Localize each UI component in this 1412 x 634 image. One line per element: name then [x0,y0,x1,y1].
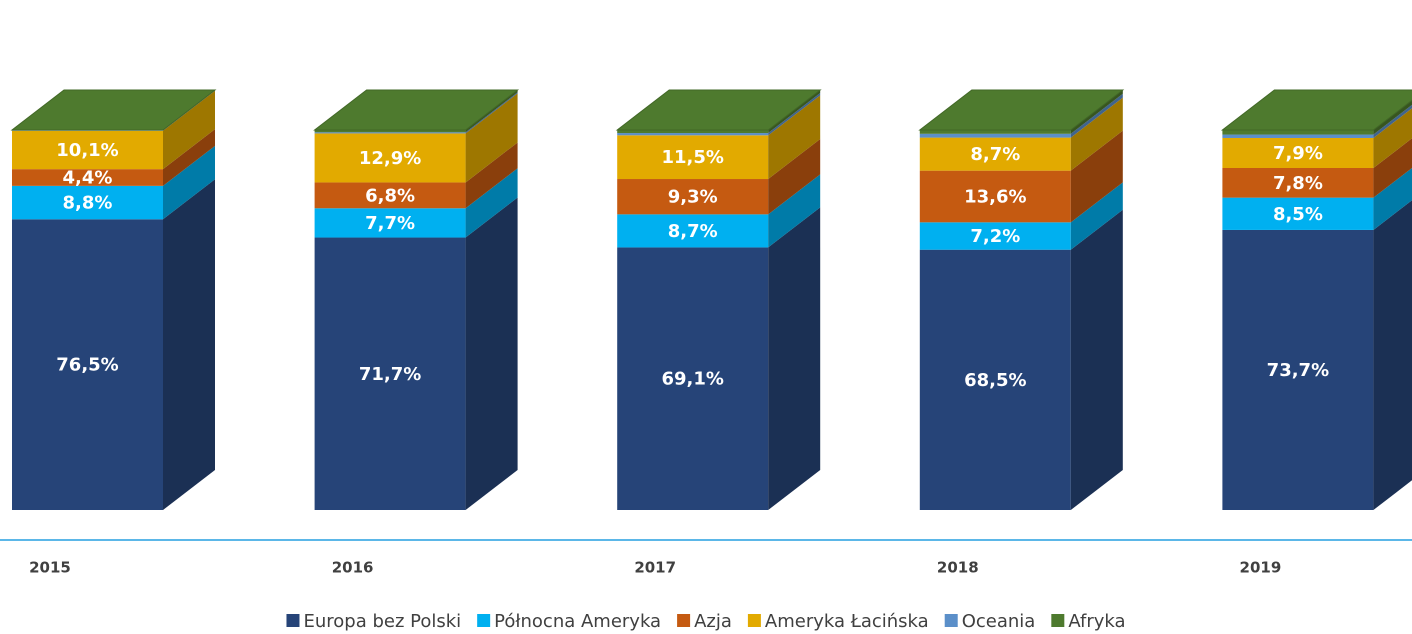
bar-side [768,93,821,136]
bar-side [1373,200,1412,510]
value-label: 73,7% [1267,360,1329,381]
bar-segment [919,170,1071,223]
bar-segment [314,182,466,209]
legend-swatch [677,614,691,627]
bar-side [465,168,518,238]
value-label: 9,3% [668,187,718,208]
value-label: 12,9% [359,148,421,169]
value-label: 11,5% [661,147,723,168]
x-tick-label: 2017 [634,559,676,577]
value-label: 7,9% [1273,143,1323,164]
legend-swatch [477,614,491,627]
bar-side [1373,104,1412,138]
bar-side [163,145,215,220]
bar-segment [1222,130,1374,135]
bar-segment [314,237,466,511]
legend-label: Azja [694,611,732,632]
value-label: 7,7% [365,213,415,234]
bar-side [163,179,215,511]
legend-swatch [944,614,958,627]
value-label: 8,8% [63,193,113,214]
legend-label: Oceania [962,611,1036,632]
bar-segment [12,130,163,170]
bar-side [768,90,821,134]
bar-top [313,89,520,131]
bar-segment [919,133,1071,138]
bar-side [465,142,518,209]
bar-side [1373,167,1412,230]
bar-top [10,89,217,131]
bar-side [465,197,518,511]
bar-segment [1222,229,1374,510]
bar-side [768,139,821,215]
bar-side [1070,182,1123,250]
x-tick-label: 2018 [937,559,979,577]
bar-side [163,90,215,170]
bar-segment [617,133,769,136]
bar-segment [919,130,1071,134]
bar-segment [1222,168,1374,198]
value-label: 8,5% [1273,204,1323,225]
bar-segment [12,219,163,511]
bar-side [465,92,518,134]
legend-label: Afryka [1068,611,1125,632]
bar-top [615,89,822,131]
bar-segment [617,247,769,511]
bar-side [1373,138,1412,198]
bar-segment [12,169,163,186]
bar-segment [1222,197,1374,230]
bar-segment [314,208,466,238]
legend-label: Północna Ameryka [494,611,661,632]
bar-side [465,93,518,183]
bar-side [1070,93,1123,138]
bar-side [163,129,215,186]
bar-side [768,207,821,511]
value-label: 7,2% [970,226,1020,247]
value-label: 69,1% [661,369,723,390]
bar-segment [314,133,466,183]
x-tick-label: 2016 [332,559,374,577]
legend-swatch [1051,614,1065,627]
bar-segment [919,249,1071,510]
bar-segment [617,130,769,134]
bar-side [768,95,821,180]
bar-side [1070,130,1123,223]
value-label: 7,8% [1273,173,1323,194]
bar-side [1373,100,1412,135]
value-label: 10,1% [56,140,118,161]
legend-swatch [747,614,761,627]
legend-swatch [286,614,300,627]
bar-top [1220,89,1412,131]
bar-side [1373,108,1412,168]
value-label: 4,4% [63,168,113,189]
legend-label: Ameryka Łacińska [765,611,929,632]
value-label: 13,6% [964,187,1026,208]
value-label: 68,5% [964,370,1026,391]
value-label: 76,5% [56,355,118,376]
legend-label: Europa bez Polski [303,611,461,632]
bar-top [918,89,1125,131]
bar-segment [1222,134,1374,138]
bar-side [1070,97,1123,171]
bar-segment [314,130,466,133]
bar-side [768,174,821,248]
value-label: 6,8% [365,185,415,206]
bar-segment [919,137,1071,171]
bar-segment [919,222,1071,250]
value-label: 8,7% [668,221,718,242]
bar-segment [617,214,769,248]
bar-side [1070,209,1123,510]
x-tick-label: 2019 [1240,559,1282,577]
value-label: 8,7% [970,144,1020,165]
x-tick-label: 2015 [29,559,71,577]
bar-segment [12,185,163,220]
bar-segment [1222,137,1374,168]
bar-segment [617,179,769,215]
bar-side [1070,90,1123,134]
bar-segment [314,132,466,134]
bar-segment [617,135,769,180]
value-label: 71,7% [359,364,421,385]
